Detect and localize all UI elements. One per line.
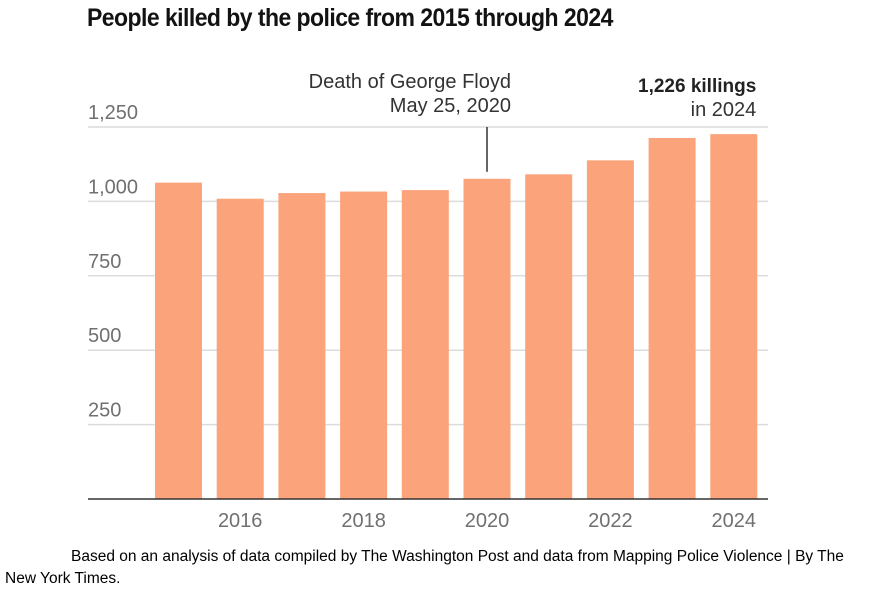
x-tick-label: 2018	[341, 510, 386, 532]
bar-2019	[401, 190, 449, 500]
annotation-george-floyd-line: May 25, 2020	[390, 95, 511, 117]
x-axis-ticks: 2016 2018 2020 2022 2024	[218, 510, 756, 532]
chart-title: People killed by the police from 2015 th…	[87, 4, 613, 32]
y-axis-ticks: 250 500 750 1,000 1,250	[88, 102, 138, 422]
bar-2022	[586, 160, 634, 499]
x-tick-label: 2022	[588, 510, 633, 532]
x-tick-label: 2016	[218, 510, 263, 532]
y-tick-label: 500	[88, 325, 121, 347]
bars	[155, 134, 758, 500]
x-tick-label: 2020	[465, 510, 510, 532]
annotation-2024-total: 1,226 killings	[638, 76, 756, 97]
bar-2016	[216, 198, 264, 499]
x-tick-label: 2024	[712, 510, 757, 532]
bar-2015	[155, 182, 202, 500]
y-tick-label: 250	[88, 400, 121, 422]
bar-2021	[525, 174, 573, 499]
annotation-george-floyd-line: Death of George Floyd	[309, 71, 511, 93]
bar-chart: 250 500 750 1,000 1,250 2016 2018 2020 2022 2024…	[88, 71, 768, 532]
y-tick-label: 750	[88, 251, 121, 273]
y-tick-label: 1,250	[88, 102, 138, 124]
source-caption: Based on an analysis of data compiled by…	[5, 548, 844, 587]
bar-2023	[648, 138, 696, 499]
bar-2020	[463, 178, 511, 499]
y-tick-label: 1,000	[88, 176, 138, 198]
bar-2024	[710, 134, 758, 499]
bar-2018	[340, 191, 388, 499]
bar-2017	[278, 193, 326, 499]
annotation-2024-year: in 2024	[691, 99, 757, 121]
